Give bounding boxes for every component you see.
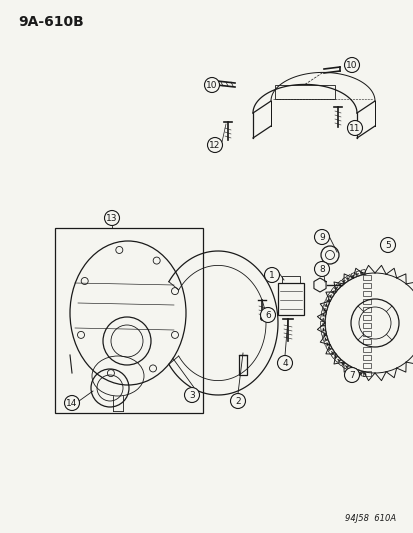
- Circle shape: [64, 395, 79, 410]
- Bar: [362, 330, 370, 336]
- Bar: [328, 292, 334, 297]
- Text: 4: 4: [282, 359, 287, 367]
- Circle shape: [347, 120, 362, 135]
- Bar: [55, 228, 202, 413]
- Bar: [320, 321, 325, 325]
- Bar: [320, 316, 325, 320]
- FancyArrowPatch shape: [328, 348, 329, 349]
- Circle shape: [184, 387, 199, 402]
- Circle shape: [344, 58, 358, 72]
- Bar: [362, 306, 370, 312]
- Bar: [362, 274, 370, 280]
- Bar: [342, 362, 347, 369]
- Bar: [362, 290, 370, 296]
- FancyArrowPatch shape: [341, 363, 342, 364]
- Bar: [325, 344, 331, 350]
- Text: 13: 13: [106, 214, 117, 222]
- Text: 11: 11: [349, 124, 360, 133]
- Bar: [355, 369, 361, 375]
- Bar: [320, 330, 326, 335]
- Text: 2: 2: [235, 397, 240, 406]
- Bar: [360, 371, 365, 377]
- Bar: [320, 311, 326, 316]
- FancyArrowPatch shape: [345, 366, 347, 367]
- Bar: [350, 272, 356, 279]
- Bar: [360, 269, 365, 275]
- FancyArrowPatch shape: [335, 287, 337, 289]
- Bar: [362, 298, 370, 304]
- Circle shape: [380, 238, 394, 253]
- Bar: [362, 314, 370, 320]
- Bar: [362, 322, 370, 328]
- Circle shape: [314, 230, 329, 245]
- FancyArrowPatch shape: [337, 359, 339, 361]
- Text: 12: 12: [209, 141, 220, 149]
- Circle shape: [264, 268, 279, 282]
- Bar: [362, 371, 370, 376]
- FancyArrowPatch shape: [331, 352, 332, 353]
- Bar: [328, 349, 334, 354]
- Text: 14: 14: [66, 399, 78, 408]
- FancyArrowPatch shape: [323, 333, 324, 335]
- Bar: [321, 335, 328, 341]
- Text: 6: 6: [264, 311, 270, 319]
- Bar: [274, 85, 334, 99]
- Text: 5: 5: [384, 240, 390, 249]
- Bar: [334, 284, 340, 290]
- Bar: [362, 282, 370, 288]
- Circle shape: [344, 367, 358, 383]
- Bar: [355, 271, 361, 277]
- FancyArrowPatch shape: [329, 295, 330, 297]
- Bar: [323, 301, 329, 306]
- FancyArrowPatch shape: [351, 276, 353, 277]
- Bar: [337, 280, 344, 287]
- Text: 8: 8: [318, 264, 324, 273]
- Text: 7: 7: [348, 370, 354, 379]
- Text: 3: 3: [189, 391, 195, 400]
- Circle shape: [314, 262, 329, 277]
- FancyArrowPatch shape: [354, 370, 356, 372]
- FancyArrowPatch shape: [326, 343, 327, 345]
- Circle shape: [230, 393, 245, 408]
- Bar: [277, 283, 303, 315]
- Circle shape: [104, 211, 119, 225]
- FancyArrowPatch shape: [325, 304, 326, 306]
- Bar: [281, 276, 299, 283]
- Bar: [325, 296, 331, 302]
- Circle shape: [204, 77, 219, 93]
- Text: 9A-610B: 9A-610B: [18, 15, 83, 29]
- Text: 94J58  610A: 94J58 610A: [344, 514, 395, 523]
- Bar: [362, 338, 370, 344]
- FancyArrowPatch shape: [327, 299, 328, 301]
- Text: 9: 9: [318, 232, 324, 241]
- Bar: [238, 355, 247, 375]
- Bar: [323, 340, 329, 345]
- Circle shape: [277, 356, 292, 370]
- Circle shape: [207, 138, 222, 152]
- FancyArrowPatch shape: [334, 356, 335, 357]
- Bar: [362, 363, 370, 368]
- Text: 1: 1: [268, 271, 274, 279]
- Text: 10: 10: [345, 61, 357, 69]
- Bar: [346, 274, 351, 281]
- FancyArrowPatch shape: [332, 291, 333, 293]
- Bar: [350, 367, 356, 374]
- Text: 10: 10: [206, 80, 217, 90]
- Bar: [320, 326, 325, 330]
- Bar: [330, 352, 337, 359]
- Bar: [362, 355, 370, 360]
- Bar: [346, 365, 351, 372]
- Bar: [362, 346, 370, 352]
- FancyArrowPatch shape: [342, 280, 344, 282]
- Bar: [330, 287, 337, 294]
- Circle shape: [260, 308, 275, 322]
- FancyArrowPatch shape: [347, 278, 349, 279]
- Bar: [337, 359, 344, 366]
- Bar: [334, 356, 340, 362]
- FancyArrowPatch shape: [349, 368, 351, 369]
- Bar: [342, 277, 347, 284]
- Bar: [321, 305, 328, 311]
- FancyArrowPatch shape: [339, 284, 340, 285]
